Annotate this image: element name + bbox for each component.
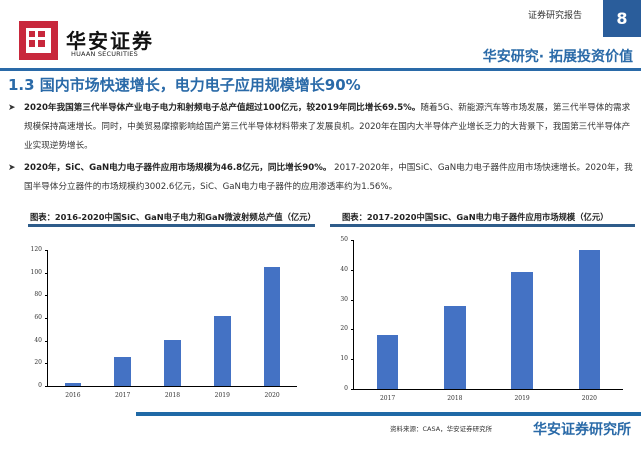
x-axis-tick-label: 2020 (581, 395, 598, 402)
bar-2017 (376, 334, 399, 389)
plot-area: 0 20 40 60 80 100 120 2016 2017 2018 2019 2020 (31, 246, 297, 399)
y-axis-tick-mark (45, 250, 48, 251)
bullet-paragraph: ➤ 2020年，SiC、GaN电力电子器件应用市场规模为46.8亿元，同比增长9… (8, 159, 633, 197)
y-axis-tick-label: 120 (30, 246, 42, 253)
bar-2019 (214, 315, 231, 386)
header-divider (0, 68, 641, 71)
y-axis-tick-mark (351, 389, 354, 390)
y-axis-tick-label: 20 (340, 325, 348, 333)
y-axis-tick-label: 30 (340, 295, 348, 303)
x-axis-tick-label: 2019 (214, 392, 230, 399)
bar-2018 (444, 305, 466, 389)
tagline: 华安研究· 拓展投资价值 (482, 49, 633, 65)
x-axis-tick-label: 2020 (264, 392, 280, 399)
footer-divider (136, 412, 641, 416)
x-axis-tick-label: 2017 (379, 395, 396, 402)
y-axis-tick-label: 0 (344, 385, 348, 392)
x-axis-tick-label: 2018 (447, 395, 463, 402)
x-axis-tick-label: 2019 (514, 395, 530, 402)
bar-2018 (164, 339, 181, 386)
bar-2019 (511, 271, 533, 389)
y-axis-tick-mark (45, 272, 48, 274)
page-number-badge: 8 (603, 0, 641, 37)
y-axis-tick-label: 10 (340, 355, 348, 363)
bullet-highlight: 2020年我国第三代半导体产业电子电力和射频电子总产值超过100亿元，较2019… (24, 103, 421, 113)
y-axis-tick-label: 20 (34, 359, 42, 367)
y-axis-tick-mark (351, 359, 354, 361)
x-axis-tick-label: 2016 (65, 392, 81, 399)
chart-title-output-value: 图表：2016-2020中国SiC、GaN电子电力和GaN微波射频总产值（亿元） (30, 212, 316, 222)
y-axis-tick-mark (351, 240, 354, 241)
y-axis-tick-mark (45, 295, 48, 297)
bullet-text: 随着5G、新能源汽车等市场发展，第三代半导体的需求规模保持高速增长。同时，中美贸… (24, 103, 631, 151)
bullet-highlight: 2020年，SiC、GaN电力电子器件应用市场规模为46.8亿元，同比增长90%… (24, 163, 332, 173)
y-axis-tick-mark (45, 340, 48, 342)
bar-2020 (578, 249, 601, 389)
y-axis-tick-mark (45, 363, 48, 365)
report-type-label: 证券研究报告 (528, 11, 583, 21)
bar-2020 (263, 267, 281, 386)
plot-area: 0 10 20 30 40 50 2017 2018 2019 2020 (340, 236, 623, 402)
logo-chinese-name: 华安证券 (66, 29, 154, 53)
y-axis-tick-label: 40 (340, 265, 348, 273)
logo-english-name: HUAAN SECURITIES (71, 50, 138, 58)
chart-title-divider (28, 224, 315, 227)
y-axis-tick-label: 50 (340, 236, 348, 243)
logo-mark-icon (19, 21, 58, 60)
y-axis-tick-mark (45, 386, 48, 387)
y-axis-tick-mark (351, 329, 354, 331)
y-axis-tick-mark (351, 269, 354, 271)
y-axis-tick-mark (45, 318, 48, 319)
bullet-paragraph: ➤ 2020年我国第三代半导体产业电子电力和射频电子总产值超过100亿元，较20… (8, 99, 633, 156)
y-axis-tick-label: 40 (34, 336, 42, 344)
y-axis-tick-label: 0 (38, 382, 42, 389)
source-note: 资料来源：CASA，华安证券研究所 (390, 425, 493, 433)
x-axis-tick-label: 2017 (115, 392, 131, 399)
y-axis-tick-label: 100 (30, 268, 42, 276)
y-axis-tick-mark (351, 299, 354, 301)
arrow-bullet-icon: ➤ (8, 163, 16, 173)
arrow-bullet-icon: ➤ (8, 103, 16, 113)
chart-title-divider (330, 224, 635, 227)
y-axis-tick-label: 60 (34, 314, 42, 321)
x-axis-tick-label: 2018 (164, 392, 181, 399)
y-axis-tick-label: 80 (34, 291, 42, 299)
chart-title-market-size: 图表：2017-2020中国SiC、GaN电力电子器件应用市场规模（亿元） (342, 212, 609, 222)
footer-brand: 华安证券研究所 (533, 422, 631, 438)
section-title: 1.3 国内市场快速增长，电力电子应用规模增长90% (8, 76, 361, 94)
bar-2017 (114, 356, 131, 386)
bar-2016 (64, 382, 82, 386)
bullet-text: 2017-2020年，中国SiC、GaN电力电子器件应用市场快速增长。2020年… (24, 163, 633, 192)
